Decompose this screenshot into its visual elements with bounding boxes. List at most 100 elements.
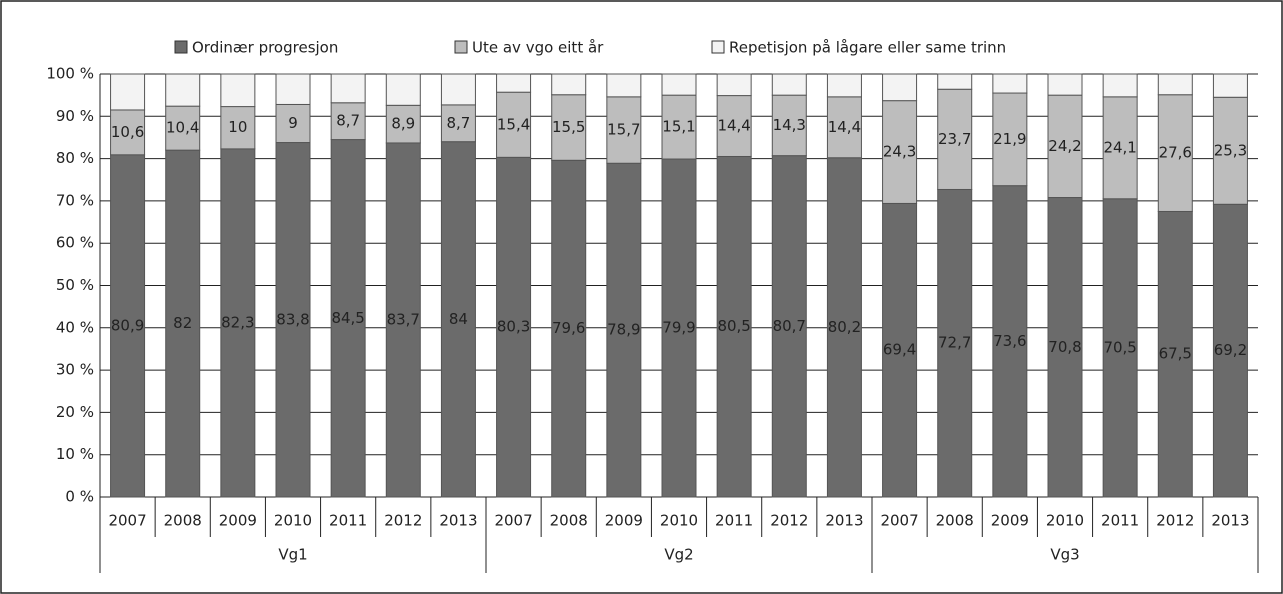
bar-segment [330, 102, 366, 141]
bar-segment [606, 73, 642, 98]
bar-segment [882, 100, 918, 204]
x-tick-label: 2010 [1046, 512, 1084, 530]
data-label: 14,3 [773, 116, 806, 134]
bar-segment [275, 142, 311, 498]
x-tick-label: 2011 [715, 512, 753, 530]
data-label: 14,4 [828, 118, 861, 136]
data-label: 69,4 [883, 341, 916, 359]
bar-segment [882, 73, 918, 102]
bar-segment [1047, 197, 1083, 498]
bar-segment [826, 157, 862, 498]
bar-segment [1212, 203, 1248, 498]
data-label: 24,2 [1048, 137, 1081, 155]
y-tick-label: 70 % [56, 191, 94, 209]
x-tick-label: 2007 [108, 512, 146, 530]
bar-segment [1157, 210, 1193, 498]
bar-segment [1157, 73, 1193, 96]
bar-segment [1212, 96, 1248, 205]
bar-segment [992, 73, 1028, 94]
x-tick-label: 2010 [660, 512, 698, 530]
data-label: 82 [173, 314, 192, 332]
bar-segment [440, 141, 476, 498]
legend-label: Ordinær progresjon [192, 39, 338, 57]
x-tick-label: 2009 [605, 512, 643, 530]
data-label: 25,3 [1214, 141, 1247, 159]
y-tick-label: 20 % [56, 403, 94, 421]
legend-swatch [174, 40, 188, 54]
bar-segment [496, 91, 532, 158]
x-tick-label: 2013 [825, 512, 863, 530]
y-tick-label: 80 % [56, 149, 94, 167]
bar-segment [716, 155, 752, 498]
bar-segment [496, 73, 532, 93]
bar-segment [220, 148, 256, 498]
bar-segment [275, 73, 311, 105]
bar-segment [716, 95, 752, 157]
bar-segment [771, 73, 807, 96]
bar-segment [661, 73, 697, 96]
bar-segment [882, 202, 918, 498]
data-label: 80,9 [111, 316, 144, 334]
data-label: 21,9 [993, 130, 1026, 148]
bar-segment [385, 73, 421, 106]
x-tick-label: 2008 [936, 512, 974, 530]
bar-segment [606, 162, 642, 498]
bar-segment [110, 73, 146, 111]
legend-swatch [711, 40, 725, 54]
data-label: 15,4 [497, 115, 530, 133]
data-label: 9 [288, 114, 298, 132]
data-label: 69,2 [1214, 341, 1247, 359]
data-label: 8,7 [446, 114, 470, 132]
x-tick-label: 2009 [219, 512, 257, 530]
bar-segment [220, 106, 256, 150]
data-label: 10,4 [166, 119, 199, 137]
bar-segment [826, 96, 862, 159]
bar-segment [1102, 96, 1138, 200]
bar-segment [165, 105, 201, 151]
y-tick-label: 100 % [46, 65, 94, 83]
bar-segment [661, 158, 697, 498]
bar-segment [1102, 73, 1138, 98]
data-label: 83,7 [387, 310, 420, 328]
data-label: 15,1 [662, 118, 695, 136]
data-label: 80,7 [773, 317, 806, 335]
data-label: 15,5 [552, 118, 585, 136]
data-label: 84,5 [331, 309, 364, 327]
data-label: 67,5 [1159, 345, 1192, 363]
y-tick-label: 30 % [56, 361, 94, 379]
data-label: 79,9 [662, 319, 695, 337]
data-label: 79,6 [552, 319, 585, 337]
bar-segment [771, 94, 807, 157]
bar-segment [165, 73, 201, 107]
bar-segment [937, 73, 973, 90]
y-tick-label: 90 % [56, 107, 94, 125]
bar-segment [937, 188, 973, 498]
group-label: Vg2 [664, 546, 693, 564]
data-label: 84 [449, 310, 468, 328]
data-label: 14,4 [717, 117, 750, 135]
bar-segment [1047, 73, 1083, 96]
bar-segment [937, 88, 973, 190]
bar-segment [220, 73, 256, 108]
data-label: 23,7 [938, 130, 971, 148]
y-tick-label: 50 % [56, 276, 94, 294]
bar-segment [440, 104, 476, 143]
data-label: 80,5 [717, 317, 750, 335]
legend-swatch [454, 40, 468, 54]
bar-segment [551, 73, 587, 96]
x-tick-label: 2012 [384, 512, 422, 530]
bar-segment [716, 73, 752, 97]
data-label: 10 [228, 118, 247, 136]
x-tick-label: 2010 [274, 512, 312, 530]
data-label: 73,6 [993, 332, 1026, 350]
bar-segment [385, 104, 421, 144]
bar-segment [496, 156, 532, 498]
bar-segment [826, 73, 862, 98]
y-tick-label: 10 % [56, 445, 94, 463]
bar-segment [661, 94, 697, 160]
data-label: 15,7 [607, 121, 640, 139]
bar-segment [1212, 73, 1248, 98]
data-label: 8,7 [336, 112, 360, 130]
legend-label: Repetisjon på lågare eller same trinn [729, 39, 1006, 57]
